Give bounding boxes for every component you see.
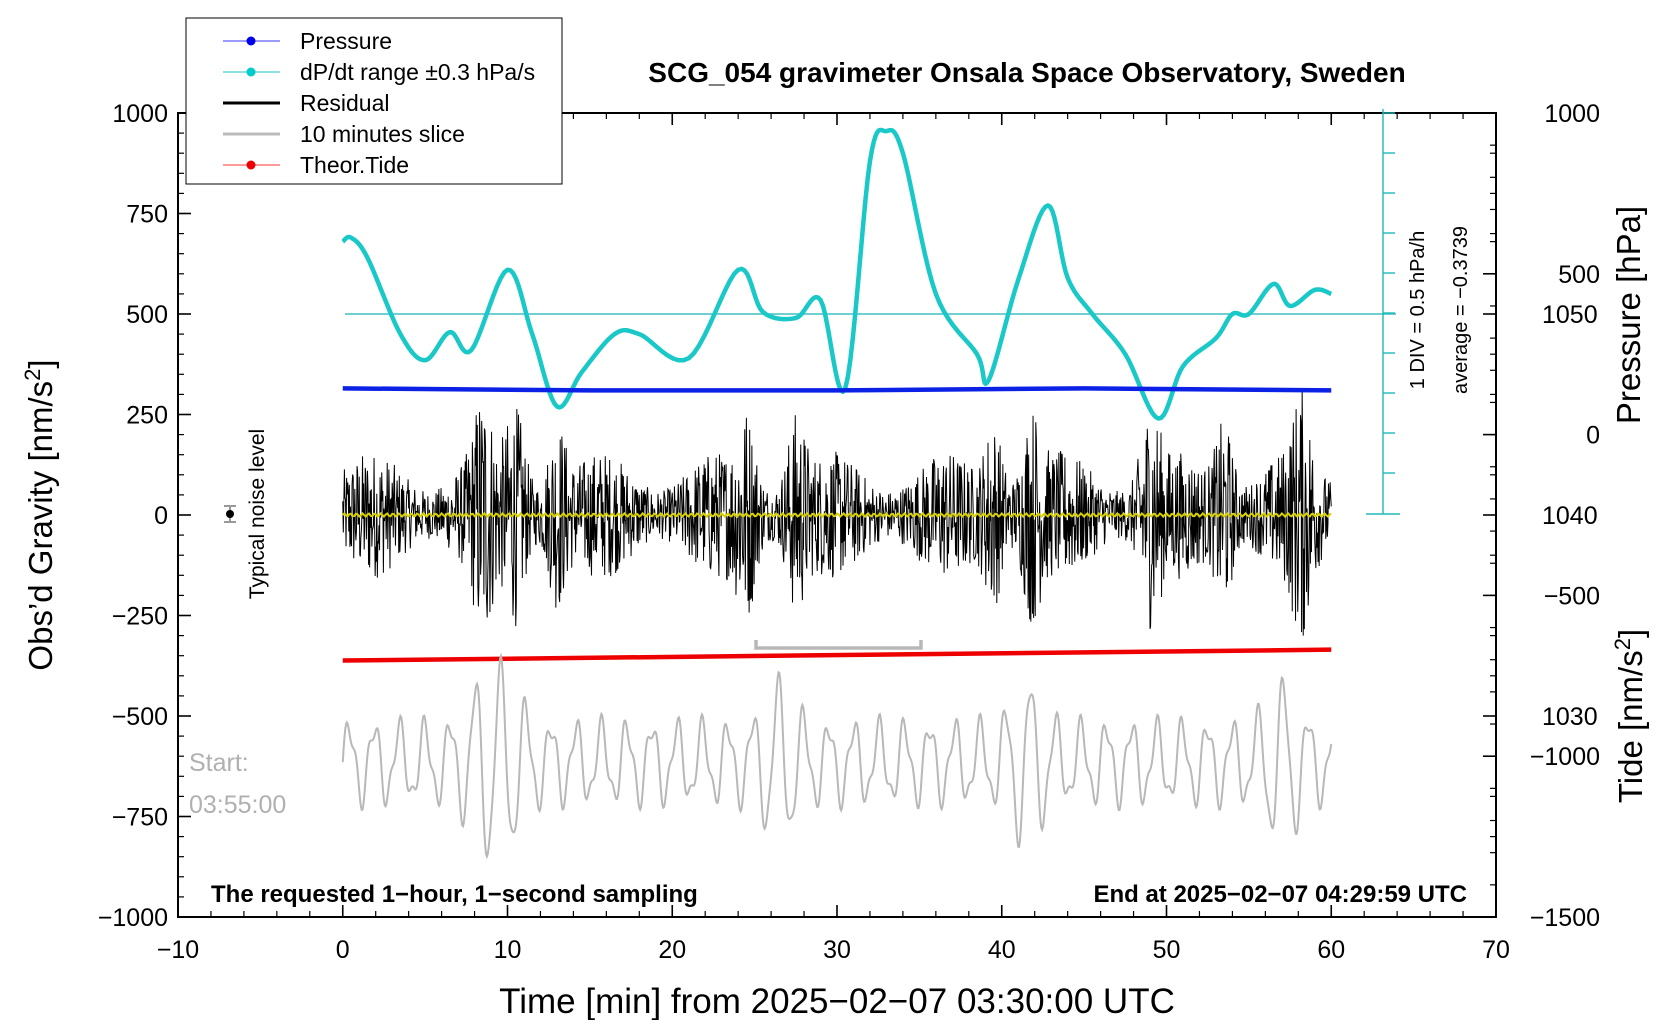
dpdt-series-line — [340, 127, 1333, 421]
pressure-tick-label: 1030 — [1542, 703, 1598, 731]
y-tick-label: −250 — [112, 603, 168, 631]
legend-label-pressure: Pressure — [300, 28, 392, 54]
x-tick-label: 10 — [494, 936, 522, 964]
chart-title: SCG_054 gravimeter Onsala Space Observat… — [648, 57, 1405, 88]
legend-item-tide: Theor.Tide — [223, 152, 409, 178]
legend-label-residual: Residual — [300, 90, 390, 116]
tide-series-line — [342, 647, 1332, 663]
x-tick-label: 60 — [1317, 936, 1345, 964]
legend-label-tide: Theor.Tide — [300, 152, 409, 178]
legend-item-pressure: Pressure — [223, 28, 392, 54]
legend-item-slice: 10 minutes slice — [223, 121, 465, 147]
x-tick-label: 70 — [1482, 936, 1510, 964]
start-time: 03:55:00 — [189, 791, 286, 819]
y-tick-label: 500 — [126, 301, 168, 329]
ten-minute-slice-trace — [341, 652, 1333, 860]
dpdt-scale-label: 1 DIV = 0.5 hPa/h — [1407, 231, 1429, 389]
x-tick-label: 50 — [1153, 936, 1181, 964]
tide-tick-label: −1500 — [1530, 904, 1600, 932]
legend-label-slice: 10 minutes slice — [300, 121, 465, 147]
pressure-tick-label: 1050 — [1542, 301, 1598, 329]
y-tick-label: −750 — [112, 804, 168, 832]
y-tick-label: −1000 — [98, 904, 168, 932]
noise-level-label: Typical noise level — [246, 429, 269, 599]
footer-right-text: End at 2025−02−07 04:29:59 UTC — [1093, 881, 1467, 908]
y-tick-label: 0 — [154, 502, 168, 530]
legend-box — [185, 17, 563, 185]
dpdt-average-label: average = −0.3739 — [1450, 226, 1472, 394]
x-tick-label: 30 — [823, 936, 851, 964]
legend: Pressure dP/dt range ±0.3 hPa/s Residual… — [185, 17, 563, 185]
tide-tick-label: 0 — [1586, 422, 1600, 450]
start-label: Start: — [189, 749, 249, 777]
legend-item-residual: Residual — [223, 90, 390, 116]
y-tick-label: 250 — [126, 402, 168, 430]
residual-series — [342, 389, 1332, 636]
x-axis-label: Time [min] from 2025−02−07 03:30:00 UTC — [499, 982, 1175, 1020]
tide-tick-label: 1000 — [1544, 100, 1600, 128]
pressure-tick-label: 1040 — [1542, 502, 1598, 530]
y-tick-label: 1000 — [112, 100, 168, 128]
tide-tick-label: 500 — [1558, 261, 1600, 289]
footer-left-text: The requested 1−hour, 1−second sampling — [211, 881, 698, 908]
x-tick-label: 0 — [336, 936, 350, 964]
x-tick-label: 40 — [988, 936, 1016, 964]
tide-tick-label: −500 — [1544, 582, 1600, 610]
axis-ticks: −10 0 10 20 30 40 50 60 70 1000 750 500 250 0 −250 −500… — [98, 100, 1600, 964]
residual-trace — [342, 389, 1332, 636]
tide-tick-label: −1000 — [1530, 743, 1600, 771]
y-tick-label: −500 — [112, 703, 168, 731]
pressure-axis-label: Pressure [hPa] — [1610, 206, 1647, 424]
y-axis-left-label: Obs’d Gravity [nm/s2] — [20, 359, 60, 670]
noise-level-marker — [224, 505, 236, 523]
slice-bracket — [754, 640, 923, 650]
dpdt-scale-bar — [1366, 109, 1400, 515]
y-tick-label: 750 — [126, 201, 168, 229]
residual-smoothed-line — [342, 511, 1332, 519]
x-tick-label: 20 — [658, 936, 686, 964]
pressure-series-line — [342, 386, 1332, 393]
x-tick-label: −10 — [157, 936, 199, 964]
legend-item-dpdt: dP/dt range ±0.3 hPa/s — [223, 59, 535, 85]
legend-label-dpdt: dP/dt range ±0.3 hPa/s — [300, 59, 535, 85]
tide-axis-label: Tide [nm/s2] — [1610, 629, 1650, 803]
